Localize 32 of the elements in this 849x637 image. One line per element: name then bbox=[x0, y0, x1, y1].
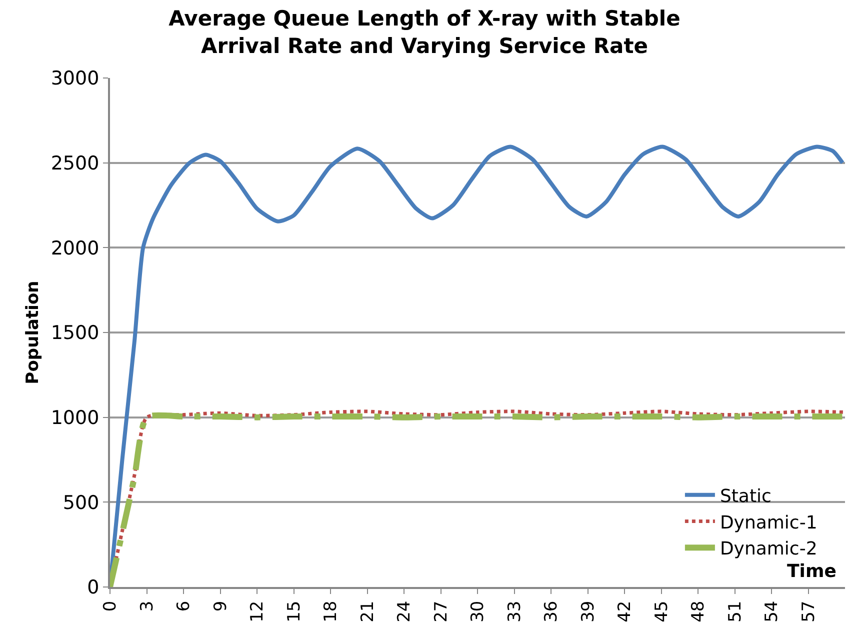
y-tick-label: 3000 bbox=[50, 68, 100, 90]
x-tick-label: 9 bbox=[210, 600, 231, 612]
y-tick-label: 2500 bbox=[50, 152, 100, 174]
x-tick-label: 21 bbox=[358, 600, 378, 622]
x-tick-label: 0 bbox=[100, 600, 121, 612]
x-tick-label: 27 bbox=[431, 600, 452, 622]
x-tick-label: 12 bbox=[248, 600, 268, 622]
x-tick-label: 3 bbox=[137, 600, 158, 612]
x-tick-label: 39 bbox=[578, 600, 598, 622]
y-tick-label: 2000 bbox=[50, 237, 100, 260]
x-tick-label: 6 bbox=[174, 600, 194, 612]
y-tick-label: 1500 bbox=[50, 322, 100, 344]
x-tick-label: 45 bbox=[652, 600, 672, 622]
legend-label: Static bbox=[720, 486, 772, 507]
x-tick-label: 42 bbox=[615, 600, 636, 622]
x-tick-label: 51 bbox=[725, 600, 746, 622]
x-tick-label: 18 bbox=[321, 600, 342, 622]
x-tick-label: 30 bbox=[468, 600, 488, 622]
legend-label: Dynamic-2 bbox=[720, 538, 818, 560]
legend-label: Dynamic-1 bbox=[720, 512, 818, 534]
x-tick-label: 24 bbox=[394, 600, 415, 622]
y-tick-label: 1000 bbox=[50, 406, 100, 429]
chart-title: Average Queue Length of X-ray with Stable Arrival Rate and Varying Service Rate bbox=[168, 6, 680, 58]
y-axis-title: Population bbox=[22, 280, 43, 384]
y-tick-label: 500 bbox=[62, 492, 100, 514]
x-tick-label: 54 bbox=[762, 600, 782, 622]
x-axis-title: Time bbox=[787, 561, 836, 582]
x-tick-label: 36 bbox=[542, 600, 562, 622]
x-tick-label: 48 bbox=[688, 600, 709, 622]
x-tick-label: 15 bbox=[284, 600, 304, 622]
x-tick-label: 33 bbox=[504, 600, 525, 622]
x-tick-label: 57 bbox=[798, 600, 819, 622]
